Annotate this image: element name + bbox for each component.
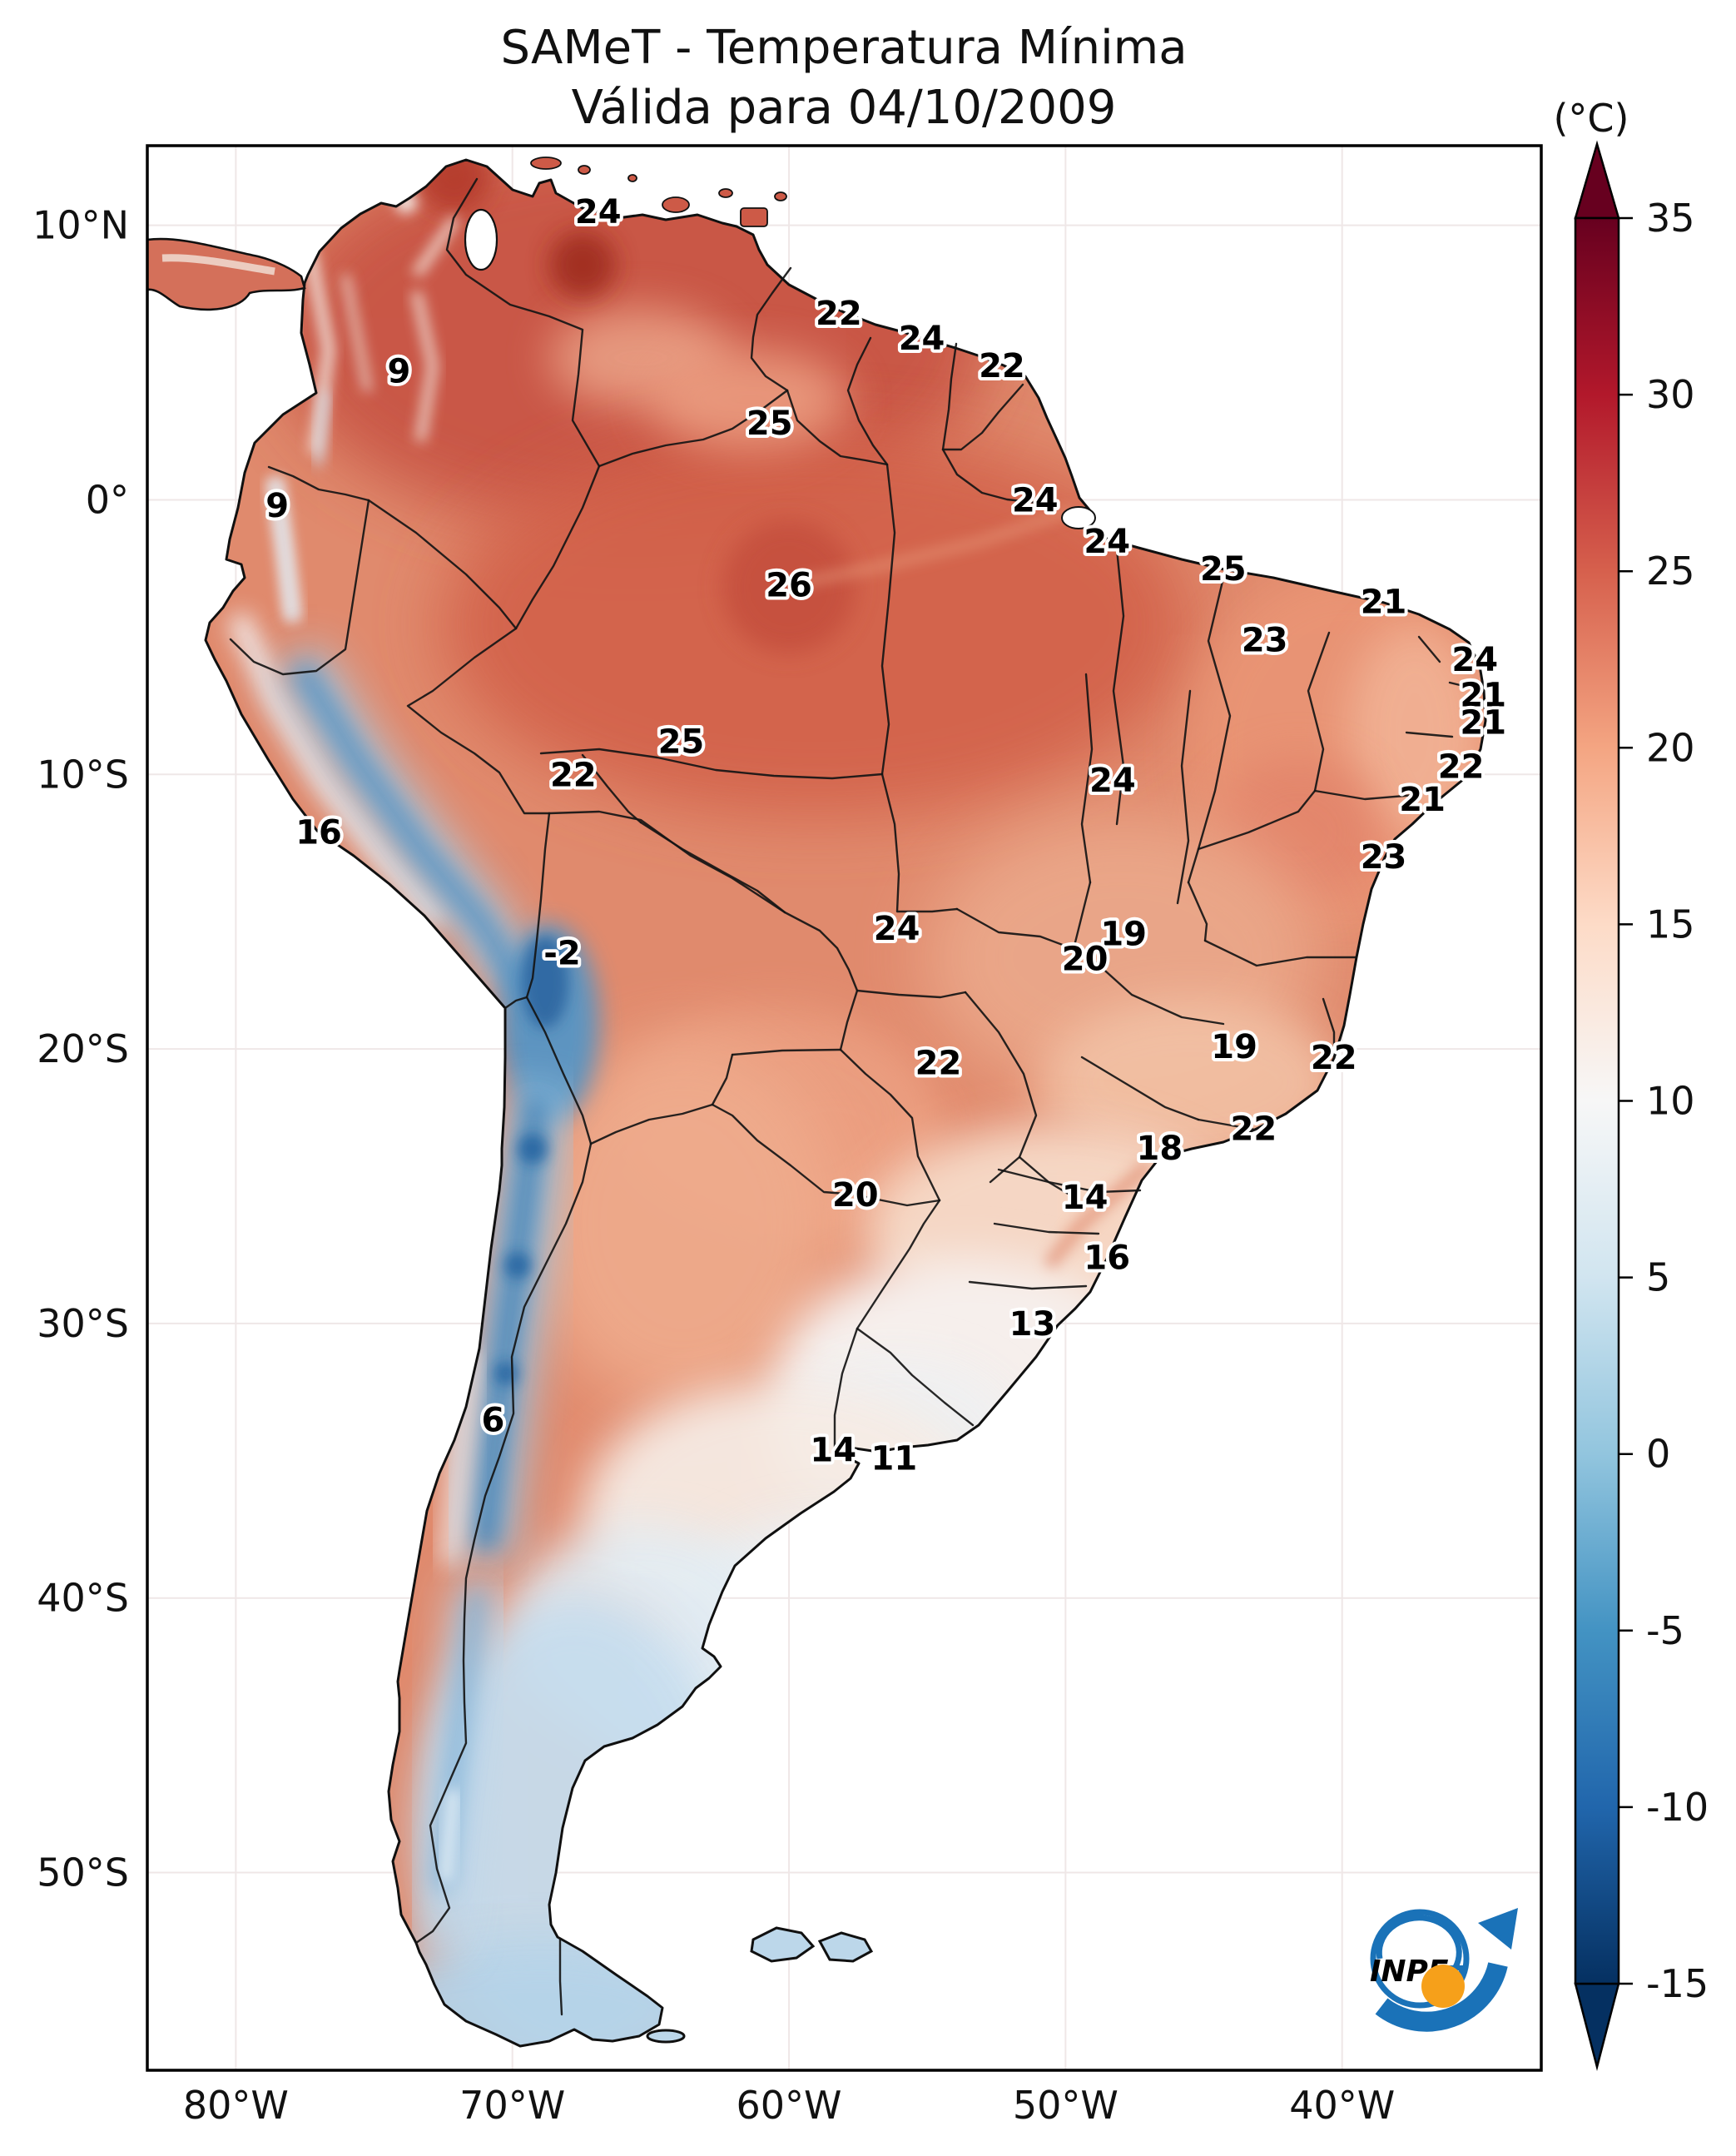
- inpe-big-arrowhead-icon: [1478, 1908, 1518, 1950]
- colorbar-tick-label: 35: [1646, 196, 1695, 241]
- temp-label: 22: [1438, 748, 1485, 786]
- temp-label: 21: [1460, 677, 1506, 715]
- lon-tick-label: 50°W: [1013, 2083, 1118, 2128]
- temp-label: 16: [295, 814, 342, 852]
- temp-label: 22: [816, 295, 862, 333]
- temp-label: 22: [915, 1045, 962, 1083]
- temp-label: 18: [1137, 1130, 1183, 1168]
- temp-label: 16: [1084, 1239, 1130, 1278]
- lat-tick-label: 0°: [86, 477, 129, 522]
- temp-label: 24: [1012, 481, 1059, 519]
- temp-label: 24: [575, 193, 622, 231]
- lon-tick-label: 70°W: [459, 2083, 565, 2128]
- temp-label: 24: [1084, 523, 1130, 561]
- temp-label: 6: [482, 1401, 505, 1439]
- temp-label: 19: [1100, 916, 1147, 954]
- temp-label: -2: [543, 935, 580, 973]
- colorbar-gradient-bar: [1574, 216, 1620, 1985]
- marajo-channel: [1061, 506, 1096, 529]
- longitude-axis-labels: 80°W 70°W 60°W 50°W 40°W: [183, 2083, 1395, 2128]
- chart-title-line1: SAMeT - Temperatura Mínima: [500, 21, 1187, 75]
- panama-ridge: [161, 254, 275, 276]
- inpe-swirl-icon: [1370, 1909, 1470, 2009]
- latitude-axis-labels: 10°N 0° 10°S 20°S 30°S 40°S 50°S: [32, 203, 129, 1895]
- political-borders: [229, 177, 1479, 2016]
- lat-tick-label: 10°N: [32, 203, 129, 248]
- chart-title-line2: Válida para 04/10/2009: [572, 81, 1117, 135]
- colorbar-tick-label: 5: [1646, 1255, 1670, 1300]
- temp-label: 21: [1460, 704, 1506, 743]
- colorbar-unit-label: (°C): [1553, 96, 1629, 141]
- temp-label: 14: [810, 1432, 856, 1470]
- inpe-orange-dot-icon: [1421, 1965, 1465, 2008]
- inpe-logo: INPE: [1370, 1908, 1518, 2032]
- temp-label: 14: [1062, 1179, 1109, 1217]
- colorbar-tick-label: 10: [1646, 1079, 1695, 1124]
- temp-label: 22: [1311, 1039, 1357, 1077]
- colorbar-tick-labels: 35 30 25 20 15 10 5 0 -5 -10 -15: [1619, 196, 1709, 2006]
- lat-tick-label: 40°S: [37, 1576, 129, 1621]
- temp-label: 21: [1399, 781, 1446, 819]
- lat-tick-label: 20°S: [37, 1026, 129, 1071]
- lon-tick-label: 60°W: [737, 2083, 842, 2128]
- temp-label: 13: [1009, 1305, 1056, 1344]
- temp-label: 21: [1361, 583, 1407, 621]
- temp-label: 9: [388, 352, 411, 390]
- lon-tick-label: 40°W: [1289, 2083, 1395, 2128]
- lake-maracaibo: [464, 208, 498, 271]
- colorbar-tick-label: -15: [1646, 1961, 1709, 2006]
- inpe-inner-swirl-icon: [1376, 1915, 1462, 1974]
- map-frame: [146, 144, 1543, 2072]
- lat-tick-label: 10°S: [37, 752, 129, 797]
- temp-label: 24: [899, 320, 945, 358]
- temp-label: 23: [1361, 838, 1407, 877]
- colorbar: (°C) 35 30 25 20 15 10 5 0 -5 -10 -15: [1553, 96, 1709, 2071]
- temp-label: 9: [265, 487, 289, 525]
- colorbar-tick-label: -5: [1646, 1608, 1684, 1653]
- inpe-big-arrow-arc-icon: [1375, 1962, 1508, 2032]
- lat-tick-label: 50°S: [37, 1850, 129, 1895]
- temp-label: 25: [746, 405, 793, 443]
- temp-label: 20: [832, 1176, 879, 1215]
- temp-label: 24: [1451, 641, 1498, 679]
- temp-label: 22: [1231, 1110, 1277, 1149]
- temp-label: 25: [658, 723, 705, 762]
- temp-label: 24: [1089, 762, 1136, 800]
- temp-label: 19: [1211, 1028, 1257, 1066]
- colorbar-tick-label: 0: [1646, 1432, 1670, 1477]
- colorbar-tick-label: 30: [1646, 372, 1695, 417]
- temp-label: 24: [874, 910, 920, 948]
- temp-label: 20: [1062, 940, 1109, 978]
- temp-label: 25: [1200, 550, 1247, 589]
- temp-label: 11: [870, 1440, 917, 1478]
- colorbar-tick-label: 15: [1646, 902, 1695, 946]
- temp-label: 22: [979, 347, 1025, 385]
- colorbar-tick-label: 20: [1646, 725, 1695, 770]
- temp-label: 23: [1242, 622, 1288, 660]
- colorbar-tick-label: 25: [1646, 549, 1695, 594]
- temp-label: 22: [550, 756, 597, 794]
- temp-label: 26: [766, 567, 812, 605]
- lat-tick-label: 30°S: [37, 1301, 129, 1346]
- caribbean-islands: [530, 156, 787, 227]
- falkland-islands: [646, 1926, 874, 2044]
- lon-tick-label: 80°W: [183, 2083, 289, 2128]
- colorbar-tick-label: -10: [1646, 1785, 1709, 1830]
